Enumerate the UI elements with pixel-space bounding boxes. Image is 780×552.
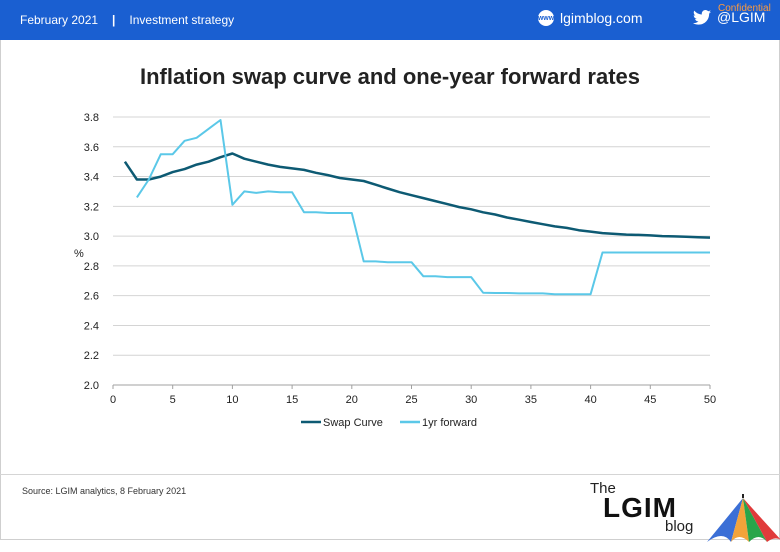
x-tick-label: 45 [644, 394, 656, 406]
x-tick-label: 15 [286, 394, 298, 406]
header-separator: | [112, 13, 116, 27]
x-tick-label: 30 [465, 394, 477, 406]
header-section: Investment strategy [129, 13, 235, 27]
header-bar: February 2021 | Investment strategy www … [0, 0, 780, 40]
x-tick-label: 20 [346, 394, 358, 406]
y-tick-label: 2.8 [84, 261, 99, 273]
x-tick-label: 10 [226, 394, 238, 406]
y-axis-label: % [74, 248, 84, 260]
x-tick-label: 50 [704, 394, 716, 406]
twitter-link[interactable]: @LGIM [693, 9, 765, 25]
x-tick-label: 40 [584, 394, 596, 406]
logo-main: LGIM [603, 492, 677, 523]
legend-label: 1yr forward [422, 417, 477, 429]
source-note: Source: LGIM analytics, 8 February 2021 [22, 486, 187, 496]
logo-the: The [590, 480, 616, 497]
legend-label: Swap Curve [323, 417, 383, 429]
y-tick-label: 3.6 [84, 142, 99, 154]
twitter-handle: @LGIM [717, 9, 766, 25]
y-tick-label: 2.6 [84, 291, 99, 303]
line-chart: 2.0 2.2 2.4 2.6 2.8 3.0 3.2 3.4 3.6 3.8 0 5 10 15 20 25… [74, 112, 716, 429]
x-tick-label: 5 [170, 394, 176, 406]
y-tick-label: 2.4 [84, 320, 99, 332]
blog-link[interactable]: www lgimblog.com [538, 10, 642, 26]
y-tick-label: 2.2 [84, 350, 99, 362]
x-tick-label: 25 [405, 394, 417, 406]
series-line-swap-curve [123, 152, 711, 239]
y-tick-label: 3.8 [84, 112, 99, 124]
confidential-label: Confidential [718, 3, 771, 14]
y-tick-label: 3.2 [84, 201, 99, 213]
y-tick-label: 3.4 [84, 172, 99, 184]
x-tick-label: 0 [110, 394, 116, 406]
chart-title: Inflation swap curve and one-year forwar… [139, 64, 641, 89]
twitter-icon [693, 9, 711, 25]
globe-icon: www [538, 10, 554, 26]
footer-divider [0, 474, 780, 475]
y-tick-label: 3.0 [84, 231, 99, 243]
x-tick-label: 35 [525, 394, 537, 406]
header-left: February 2021 | Investment strategy [20, 13, 234, 27]
blog-link-label: lgimblog.com [560, 10, 643, 26]
y-tick-label: 2.0 [84, 380, 99, 392]
umbrella-logo-icon [707, 494, 780, 542]
lgim-blog-logo: The LGIM blog [585, 480, 780, 542]
series-line-1yr-forward [136, 119, 710, 296]
header-date: February 2021 [20, 13, 99, 27]
logo-blog: blog [665, 518, 694, 535]
